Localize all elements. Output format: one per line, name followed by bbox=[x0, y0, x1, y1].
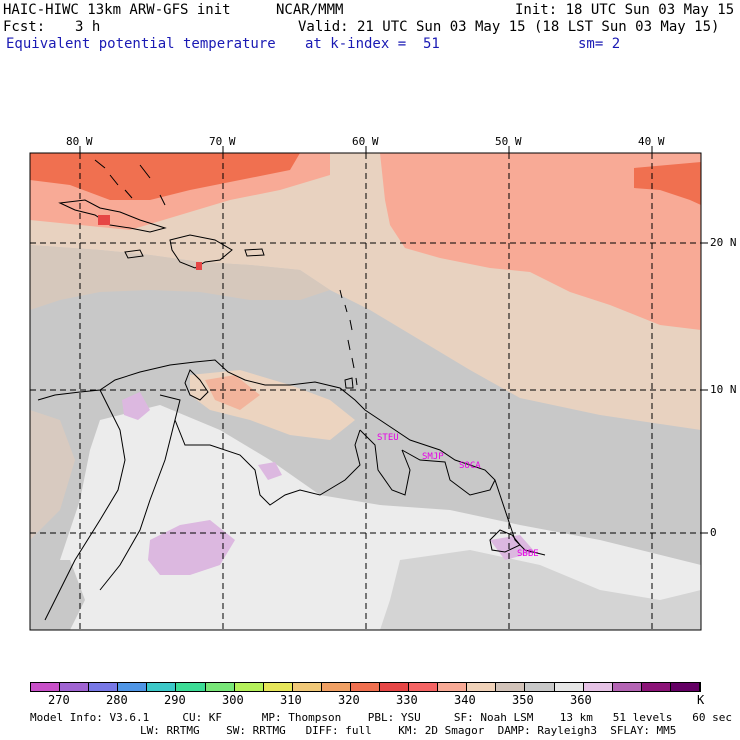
colorbar-cell bbox=[641, 683, 671, 691]
puerto-rico-coast bbox=[244, 248, 265, 257]
cb-tick-340: 340 bbox=[454, 693, 476, 707]
colorbar-cell bbox=[118, 683, 148, 691]
field-name: Equivalent potential temperature bbox=[6, 36, 276, 52]
cuba-hotspot bbox=[98, 215, 110, 225]
cb-tick-360: 360 bbox=[570, 693, 592, 707]
forecast-value: 3 h bbox=[75, 19, 101, 35]
lesser-antilles bbox=[339, 289, 358, 386]
colorbar-cell bbox=[496, 683, 526, 691]
field-lavender-patch-2 bbox=[122, 392, 150, 420]
lat-label-10n: 10 N bbox=[710, 383, 737, 396]
hispaniola-hotspot bbox=[196, 262, 202, 270]
jamaica-coast bbox=[124, 249, 144, 259]
field-salmon-region bbox=[380, 153, 701, 330]
field-taupe-band bbox=[30, 245, 330, 310]
field-red-ne bbox=[634, 162, 701, 205]
model-info-line2: LW: RRTMG SW: RRTMG DIFF: full KM: 2D Sm… bbox=[140, 724, 677, 737]
field-red-region bbox=[30, 153, 300, 200]
trinidad bbox=[344, 377, 354, 389]
colorbar-cell bbox=[31, 683, 61, 691]
brazil-border bbox=[99, 419, 176, 591]
smoothing-info: sm= 2 bbox=[578, 36, 621, 52]
field-lavender-patch bbox=[148, 520, 235, 575]
model-info-line1: Model Info: V3.6.1 CU: KF MP: Thompson P… bbox=[30, 711, 732, 724]
lon-label-50w: 50 W bbox=[495, 135, 522, 148]
colorbar-cell bbox=[263, 683, 293, 691]
organization: NCAR/MMM bbox=[276, 2, 344, 18]
field-west-taupe bbox=[30, 410, 75, 540]
field-gray-patches bbox=[380, 550, 701, 630]
hispaniola-coast bbox=[169, 234, 233, 269]
field-lavender-patch-3 bbox=[258, 462, 282, 480]
colorbar-cell bbox=[321, 683, 351, 691]
coastlines bbox=[37, 159, 546, 621]
cuba-coast bbox=[58, 199, 167, 233]
lon-label-80w: 80 W bbox=[66, 135, 93, 148]
guyana-border bbox=[359, 429, 411, 496]
colorbar-cell bbox=[409, 683, 439, 691]
field-lavender-patch-4 bbox=[490, 535, 535, 560]
cb-tick-320: 320 bbox=[338, 693, 360, 707]
colombia-border bbox=[44, 389, 126, 621]
valid-time: Valid: 21 UTC Sun 03 May 15 (18 LST Sun … bbox=[298, 19, 720, 35]
cb-tick-330: 330 bbox=[396, 693, 418, 707]
level-info: at k-index = 51 bbox=[305, 36, 440, 52]
colorbar-cell bbox=[554, 683, 584, 691]
colorbar-cell bbox=[60, 683, 90, 691]
colorbar-cell bbox=[147, 683, 177, 691]
maracaibo bbox=[184, 369, 209, 401]
cb-tick-280: 280 bbox=[106, 693, 128, 707]
cb-unit: K bbox=[697, 693, 705, 707]
suriname-border bbox=[401, 449, 496, 496]
station-soca: SOCA bbox=[459, 461, 481, 471]
amazon-mouth bbox=[489, 529, 521, 553]
bahamas bbox=[94, 159, 166, 206]
lat-label-0: 0 bbox=[710, 526, 717, 539]
colorbar-cell bbox=[583, 683, 613, 691]
lat-label-20n: 20 N bbox=[710, 236, 737, 249]
colorbar-cell bbox=[525, 683, 555, 691]
colorbar-cell bbox=[612, 683, 642, 691]
colorbar-cell bbox=[205, 683, 235, 691]
colorbar-cell bbox=[438, 683, 468, 691]
colorbar-cell bbox=[176, 683, 206, 691]
colorbar-cell bbox=[380, 683, 410, 691]
cb-tick-270: 270 bbox=[48, 693, 70, 707]
station-steu: STEU bbox=[377, 433, 399, 443]
lat-lon-grid bbox=[30, 153, 701, 630]
cb-tick-300: 300 bbox=[222, 693, 244, 707]
lon-label-70w: 70 W bbox=[209, 135, 236, 148]
init-time: Init: 18 UTC Sun 03 May 15 bbox=[515, 2, 735, 18]
cb-tick-350: 350 bbox=[512, 693, 534, 707]
colorbar-cell bbox=[670, 683, 700, 691]
field-salmon-venezuela bbox=[205, 375, 260, 410]
cb-tick-310: 310 bbox=[280, 693, 302, 707]
lon-label-40w: 40 W bbox=[638, 135, 665, 148]
lon-label-60w: 60 W bbox=[352, 135, 379, 148]
station-sbbe: SBBE bbox=[517, 549, 539, 559]
colorbar bbox=[30, 682, 701, 692]
colorbar-cell bbox=[292, 683, 322, 691]
model-title: HAIC-HIWC 13km ARW-GFS init bbox=[3, 2, 231, 18]
venezuela-border bbox=[159, 394, 361, 506]
colorbar-cell bbox=[350, 683, 381, 691]
south-america-north-coast bbox=[37, 359, 546, 556]
station-smjp: SMJP bbox=[422, 452, 444, 462]
cb-tick-290: 290 bbox=[164, 693, 186, 707]
colorbar-cell bbox=[234, 683, 264, 691]
colorbar-cell bbox=[89, 683, 119, 691]
forecast-label: Fcst: bbox=[3, 19, 46, 35]
colorbar-cell bbox=[467, 683, 497, 691]
frame-ticks bbox=[79, 146, 708, 534]
